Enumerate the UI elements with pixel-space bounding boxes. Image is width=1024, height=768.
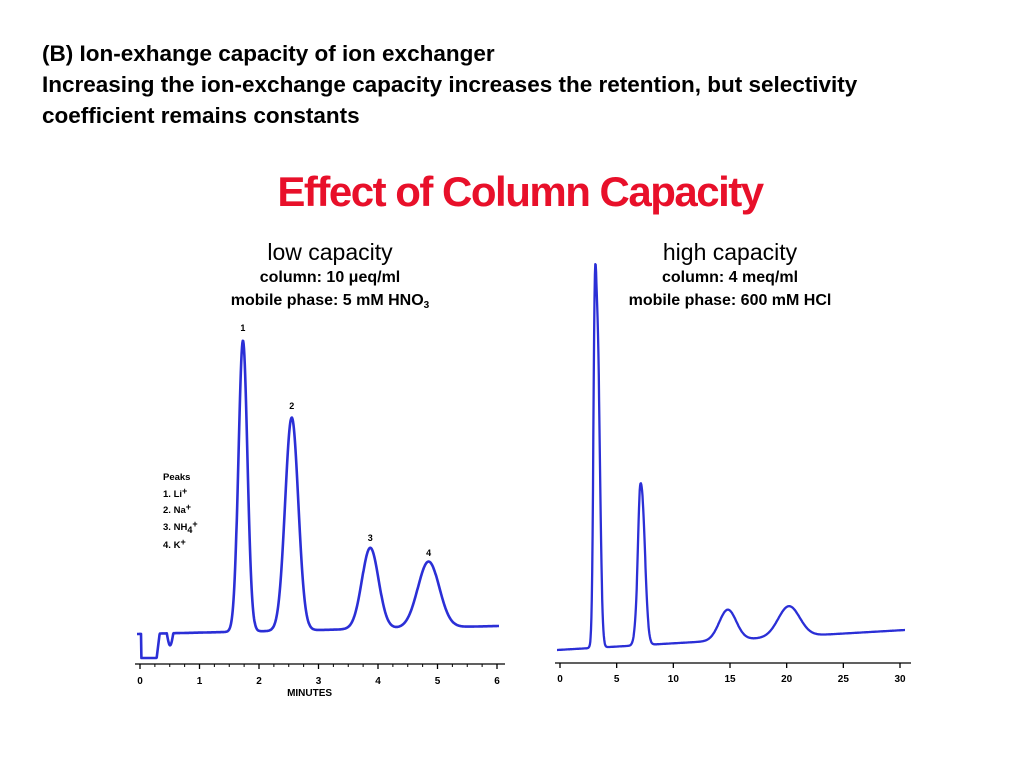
x-tick-label: 3 — [316, 676, 322, 687]
legend-ion: NH — [173, 521, 188, 533]
chromatogram-trace-1 — [556, 263, 906, 652]
legend-num: 1. — [163, 488, 171, 500]
slide-text: (B) Ion-exhange capacity of ion exchange… — [42, 38, 1002, 131]
peak-label: 1 — [240, 323, 245, 333]
x-tick-label: 30 — [894, 674, 906, 685]
low-column-prefix: column: 10 — [259, 269, 349, 286]
peak-label: 3 — [368, 533, 373, 543]
legend-ion: K — [173, 540, 181, 551]
high-capacity-header: high capacity column: 4 meq/ml mobile ph… — [590, 238, 870, 312]
slide-body-line-1: Increasing the ion-exchange capacity inc… — [42, 72, 858, 97]
x-tick-label: 25 — [838, 674, 850, 685]
legend-ion: Li — [173, 488, 183, 500]
legend-charge: + — [182, 485, 188, 496]
figure-title: Effect of Column Capacity — [277, 168, 764, 215]
x-tick-label: 10 — [668, 674, 680, 685]
legend-num: 4. — [163, 540, 171, 551]
low-capacity-header: low capacity column: 10 μeq/ml mobile ph… — [180, 238, 480, 317]
high-capacity-column: column: 4 meq/ml — [661, 269, 799, 286]
legend-charge: + — [180, 537, 186, 547]
x-tick-label: 15 — [724, 674, 736, 685]
peaks-legend: Peaks 1. Li+ 2. Na+ 3. NH4+ 4. K+ — [163, 472, 198, 553]
legend-item: 2. Na+ — [163, 501, 198, 518]
peak-label: 4 — [426, 548, 431, 558]
mu-symbol: μ — [348, 269, 359, 286]
legend-num: 2. — [163, 505, 171, 516]
x-tick-label: 2 — [256, 676, 262, 687]
high-capacity-title: high capacity — [662, 239, 798, 265]
x-axis-title: MINUTES — [287, 688, 332, 699]
x-tick-label: 5 — [614, 674, 620, 685]
legend-item: 3. NH4+ — [163, 518, 198, 537]
legend-num: 3. — [163, 521, 171, 533]
low-mobile-subscript: 3 — [423, 300, 430, 311]
legend-item: 1. Li+ — [163, 485, 198, 502]
peak-label: 2 — [289, 401, 294, 411]
low-capacity-mobile-phase: mobile phase: 5 mM HNO3 — [180, 289, 480, 317]
legend-charge: + — [192, 518, 198, 529]
x-tick-label: 4 — [375, 676, 381, 687]
low-mobile-prefix: mobile phase: 5 mM HNO — [230, 292, 424, 309]
legend-title: Peaks — [163, 472, 191, 483]
x-tick-label: 0 — [557, 674, 563, 685]
slide-body-line-2: coefficient remains constants — [42, 103, 360, 128]
x-tick-label: 5 — [435, 676, 441, 687]
x-tick-label: 20 — [781, 674, 793, 685]
x-tick-label: 0 — [137, 676, 143, 687]
chromatogram-trace-0 — [136, 339, 500, 660]
slide-heading: (B) Ion-exhange capacity of ion exchange… — [42, 41, 495, 66]
x-tick-label: 1 — [197, 676, 203, 687]
low-capacity-title: low capacity — [267, 239, 393, 265]
legend-item: 4. K+ — [163, 536, 198, 553]
legend-charge: + — [185, 502, 191, 512]
low-column-suffix: eq/ml — [358, 269, 401, 286]
x-tick-label: 6 — [494, 676, 500, 687]
legend-ion: Na — [173, 505, 186, 516]
low-capacity-column: column: 10 μeq/ml — [180, 266, 480, 289]
high-capacity-mobile-phase: mobile phase: 600 mM HCl — [628, 292, 832, 309]
legend-subscript: 4 — [187, 524, 193, 535]
